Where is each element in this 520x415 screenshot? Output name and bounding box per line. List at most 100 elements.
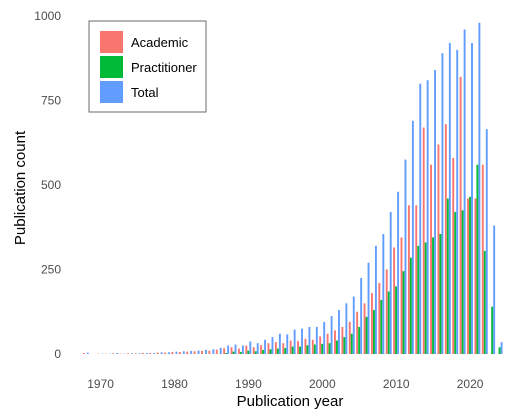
y-tick-label: 750 [41,94,61,108]
x-tick-label: 2000 [309,377,336,391]
bar-total [175,351,178,354]
bar-practitioner [476,164,479,354]
bar-total [389,212,392,354]
bar-practitioner [321,343,324,354]
bar-total [160,352,163,354]
bar-academic [334,330,336,354]
bar-total [456,49,459,355]
x-axis-ticks: 1970 1980 1990 2000 2010 2020 [87,377,484,391]
bar-academic [156,352,159,354]
y-tick-label: 500 [41,178,61,192]
bar-academic [260,345,263,354]
bar-practitioner [306,345,309,354]
bar-academic [474,198,477,354]
bar-academic [370,293,373,354]
x-tick-label: 1970 [87,377,114,391]
bar-total [138,353,141,354]
bar-academic [430,164,433,354]
bar-academic [297,341,299,354]
x-tick-label: 2020 [457,377,484,391]
bar-academic [348,321,351,354]
bar-practitioner [461,210,464,354]
bar-total [315,326,318,354]
bar-total [485,129,488,354]
bar-practitioner [372,310,375,354]
bar-practitioner [432,237,434,354]
bar-practitioner [291,346,294,354]
bar-total [227,345,230,354]
bar-academic [141,352,144,354]
bar-total [448,43,451,354]
bar-practitioner [336,340,338,354]
bar-academic [171,351,174,354]
y-tick-label: 0 [54,347,61,361]
bar-practitioner [239,351,242,354]
x-tick-label: 2010 [383,377,410,391]
bar-academic [289,340,292,354]
bar-practitioner [417,245,420,354]
bar-practitioner [402,271,405,354]
bar-total [330,316,333,354]
bar-total [323,321,326,354]
bar-academic [311,339,314,354]
bar-academic [326,333,329,354]
bar-practitioner [225,352,228,354]
bar-practitioner [454,212,457,354]
bar-practitioner [439,234,442,354]
bar-practitioner [387,291,390,354]
bar-academic [459,76,462,354]
bar-total [153,352,156,354]
bar-total [404,159,407,354]
legend-key-total [100,81,123,103]
bar-practitioner [358,326,361,354]
bar-academic [237,348,240,354]
bar-total [86,352,89,354]
bar-total [271,337,274,354]
bar-total [308,326,311,354]
bar-total [182,351,185,354]
legend-label-total: Total [131,85,159,100]
bar-total [478,22,481,354]
bar-total [419,83,422,354]
bar-academic [82,352,85,354]
y-axis-title: Publication count [12,130,29,245]
bar-academic [481,164,484,354]
bar-practitioner [328,343,331,354]
bar-academic [304,338,307,354]
bar-total [345,303,348,354]
bar-academic [378,283,381,354]
bar-total [256,343,259,354]
bar-total [338,310,340,354]
bar-academic [422,127,425,354]
bar-total [471,43,473,354]
bar-academic [201,350,203,354]
bar-total [131,353,134,354]
y-axis-ticks: 0 250 500 750 1000 [34,9,61,361]
legend-label-academic: Academic [131,35,189,50]
bar-academic [282,343,285,354]
bar-academic [319,336,322,354]
bar-total [219,347,222,354]
bar-academic [208,350,211,354]
bar-academic [223,348,226,354]
bar-total [116,352,119,354]
bar-practitioner [269,349,272,354]
bar-practitioner [380,299,383,354]
bar-total [286,334,289,354]
bar-total [301,328,303,354]
bar-total [352,296,355,354]
bar-practitioner [498,347,501,354]
bar-practitioner [446,198,449,354]
bar-practitioner [284,347,287,354]
bar-practitioner [247,350,250,354]
bar-practitioner [469,196,471,354]
x-tick-label: 1990 [235,377,262,391]
bar-total [374,245,377,354]
bar-academic [363,303,366,354]
bar-total [197,350,200,354]
bar-total [434,70,436,354]
bar-total [382,234,385,354]
bar-total [168,352,170,354]
legend: Academic Practitioner Total [88,20,207,113]
